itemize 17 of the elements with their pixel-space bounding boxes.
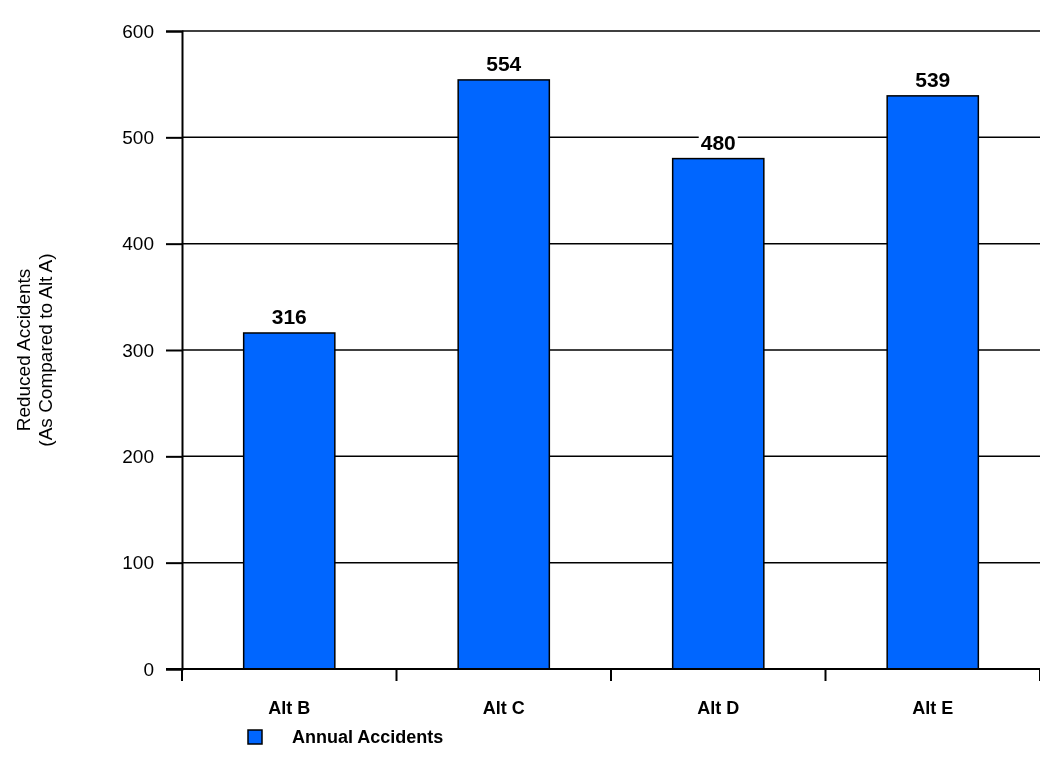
x-tick-label: Alt B	[268, 698, 311, 718]
x-tick-label: Alt C	[482, 698, 525, 718]
y-tick-label: 300	[122, 339, 154, 361]
y-tick-label: 200	[122, 445, 154, 467]
y-tick-label: 400	[122, 233, 154, 255]
x-tick-label: Alt E	[912, 698, 954, 718]
y-axis-title: Reduced Accidents (As Compared to Alt A)	[13, 253, 56, 447]
x-tick-label: Alt D	[697, 698, 740, 718]
y-tick-label: 0	[143, 658, 154, 680]
legend-label: Annual Accidents	[292, 727, 444, 747]
y-tick-label: 500	[122, 126, 154, 148]
data-label: 316	[271, 304, 307, 328]
data-label: 480	[700, 130, 736, 154]
data-label: 554	[486, 51, 522, 75]
data-label: 539	[915, 67, 951, 91]
y-tick-label: 100	[122, 552, 154, 574]
y-tick-label: 600	[122, 20, 154, 42]
